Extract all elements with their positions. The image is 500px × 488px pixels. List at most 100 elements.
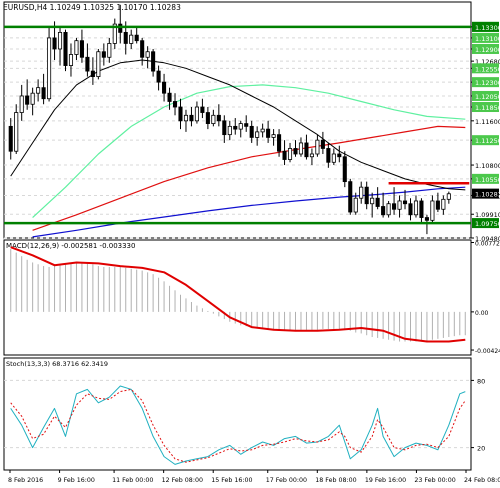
candle-bear	[364, 186, 369, 205]
time-tick-label: 11 Feb 00:00	[112, 477, 153, 484]
candle-bull	[309, 153, 314, 158]
stoch-tick-label: 20	[477, 445, 485, 453]
candle-bull	[74, 40, 79, 55]
candle-bear	[233, 125, 238, 130]
candle-bear	[63, 31, 68, 66]
price-tick-label: 1.13100	[475, 35, 500, 43]
candle-bear	[342, 156, 347, 183]
macd-tick-label: -0.004247	[475, 348, 500, 355]
candle-bear	[348, 181, 353, 213]
candle-bull	[441, 198, 446, 210]
candle-bear	[41, 87, 46, 100]
candle-bull	[287, 148, 293, 160]
candle-bull	[255, 131, 260, 138]
level-label: 1.09750	[475, 220, 500, 228]
stoch-frame	[3, 357, 472, 471]
current-price-box	[472, 188, 499, 199]
price-tick-highlight	[472, 32, 499, 43]
price-tick-label: 1.12900	[475, 46, 500, 54]
candle-bear	[90, 70, 95, 78]
candle-bull	[370, 197, 375, 205]
price-tick-label: 1.12680	[475, 58, 500, 66]
candle-bear	[151, 51, 156, 72]
price-tick-highlight	[472, 135, 499, 146]
time-tick-label: 19 Feb 16:00	[365, 477, 406, 484]
level-label-box	[472, 21, 499, 32]
price-tick-label: 1.12550	[475, 65, 500, 73]
candle-bull	[353, 197, 358, 213]
ma-dark-line	[10, 59, 466, 191]
candle-bear	[178, 106, 183, 122]
stoch-main-line	[10, 385, 466, 465]
candle-bear	[79, 40, 84, 58]
candle-bear	[266, 128, 271, 138]
candle-bull	[47, 37, 52, 100]
candle-bull	[331, 153, 336, 163]
time-tick-label: 8 Feb 2016	[8, 477, 43, 484]
candle-bear	[167, 92, 172, 102]
macd-panel[interactable]: MACD(12,26,9) -0.002581 -0.003330 0.00772…	[3, 239, 500, 356]
candle-bear	[162, 81, 167, 94]
price-tick-highlight	[472, 90, 499, 101]
stoch-panel[interactable]: Stoch(13,3,3) 68.3716 62.3419 80 20	[3, 357, 485, 471]
candle-bear	[282, 150, 287, 160]
candle-bull	[30, 92, 35, 105]
candle-bear	[320, 139, 325, 149]
candle-bull	[260, 128, 265, 133]
price-tick-label: 1.09480	[475, 235, 500, 243]
candle-bear	[25, 95, 30, 105]
candle-bull	[145, 51, 150, 58]
candle-bull	[359, 186, 364, 199]
candle-bull	[36, 87, 41, 94]
candle-bear	[392, 203, 397, 210]
stoch-title: Stoch(13,3,3) 68.3716 62.3419	[6, 360, 108, 368]
candle-bear	[134, 34, 139, 42]
candle-bear	[189, 114, 194, 122]
price-tick-label: 1.12300	[475, 79, 500, 87]
candle-bull	[112, 23, 117, 44]
candle-bear	[156, 70, 161, 83]
price-tick-highlight	[472, 63, 499, 74]
candle-bull	[194, 106, 199, 122]
candle-bull	[227, 125, 232, 136]
current-price-label: 1.10283	[475, 191, 500, 199]
candle-bull	[19, 95, 24, 113]
candle-bull	[315, 139, 320, 155]
candle-bear	[52, 37, 57, 50]
price-tick-highlight	[472, 43, 499, 54]
candle-bear	[216, 114, 221, 122]
candle-bear	[424, 217, 429, 221]
candle-bull	[271, 134, 276, 138]
level-label-box	[472, 218, 499, 229]
candle-bear	[293, 148, 298, 155]
candle-bull	[129, 34, 134, 44]
candle-bull	[413, 200, 419, 216]
candle-bear	[337, 153, 342, 158]
candle-bull	[14, 112, 19, 152]
candle-bull	[96, 51, 101, 78]
candle-bear	[140, 40, 145, 58]
price-tick-highlight	[472, 173, 499, 184]
candle-bull	[68, 54, 74, 66]
candle-bull	[57, 31, 63, 50]
time-axis: 8 Feb 2016 9 Feb 16:00 11 Feb 00:00 12 Feb …	[8, 470, 500, 484]
price-tick-label: 1.11600	[475, 118, 500, 126]
time-tick-label: 17 Feb 00:00	[266, 477, 307, 484]
time-tick-label: 24 Feb 08:00	[464, 477, 500, 484]
stoch-tick-label: 80	[477, 377, 485, 385]
price-tick-label: 1.12050	[475, 93, 500, 101]
time-tick-label: 23 Feb 00:00	[414, 477, 455, 484]
candle-bear	[205, 112, 210, 124]
candle-bull	[211, 114, 216, 124]
candle-bear	[200, 106, 205, 113]
candle-bear	[326, 148, 331, 163]
candle-bear	[408, 203, 413, 216]
macd-title: MACD(12,26,9) -0.002581 -0.003330	[6, 242, 135, 250]
candle-bear	[419, 200, 424, 218]
price-tick-label: 1.09910	[475, 211, 500, 219]
candle-bear	[222, 120, 227, 136]
price-tick-highlight	[472, 102, 499, 113]
candle-bull	[298, 142, 304, 155]
